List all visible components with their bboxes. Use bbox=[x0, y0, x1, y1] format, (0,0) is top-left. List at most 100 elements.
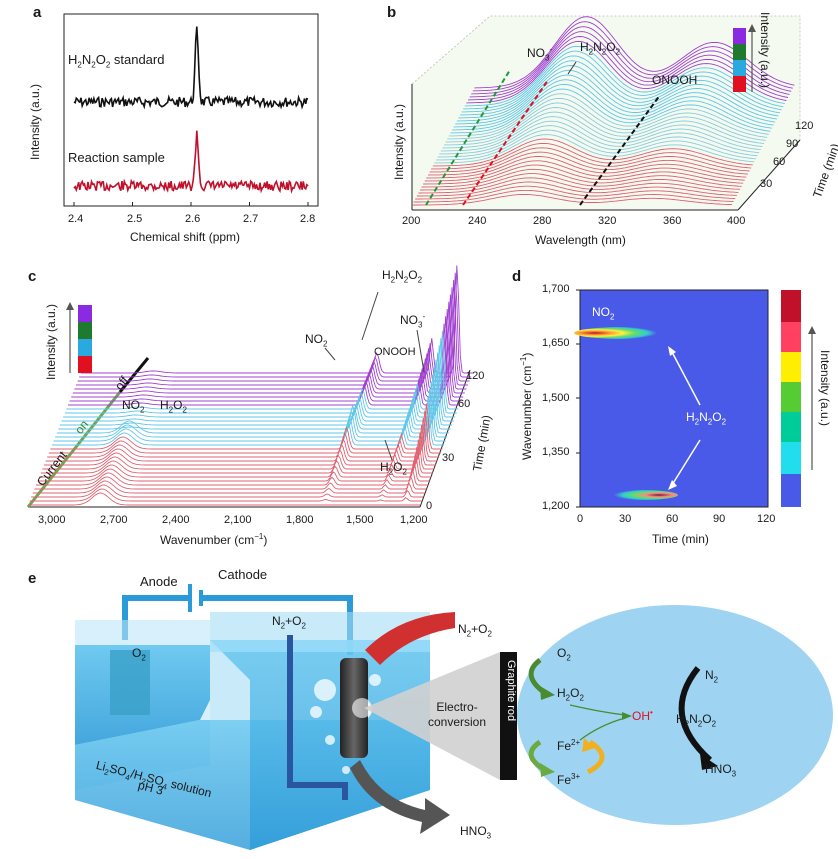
chart-b-trace bbox=[450, 88, 771, 134]
chart-c-trace bbox=[58, 367, 451, 430]
chart-d-spot-h2n2o2 bbox=[602, 490, 678, 500]
n2o2-inflow-arrow bbox=[365, 612, 455, 665]
chart-c-trace bbox=[71, 308, 464, 398]
graphite-rod-label: Graphite rod bbox=[505, 660, 517, 722]
chart-c-xtick: 3,000 bbox=[38, 514, 66, 526]
chart-c-ztick: 120 bbox=[466, 370, 485, 382]
chart-d-ytick: 1,200 bbox=[542, 500, 570, 512]
chart-b-trace bbox=[439, 120, 760, 155]
chart-b-arrow bbox=[567, 61, 577, 75]
chart-b-trace bbox=[456, 69, 777, 122]
panel-label-d: d bbox=[512, 268, 522, 285]
chart-c-label-onooh: ONOOH bbox=[374, 346, 416, 358]
chart-c-trace bbox=[63, 345, 456, 418]
chart-c-ztick: 0 bbox=[426, 500, 433, 512]
chart-b-xtick: 240 bbox=[468, 215, 487, 227]
chart-d-label-no2: NO2 bbox=[592, 305, 615, 322]
chart-c-trace bbox=[32, 480, 425, 494]
cycle-fe2-label: Fe2+ bbox=[557, 738, 581, 753]
oh-radical-label: OH• bbox=[632, 708, 653, 723]
chart-a-xtick: 2.6 bbox=[185, 213, 201, 225]
h2o2-to-oh-arrow bbox=[569, 704, 626, 716]
chart-c-trace bbox=[53, 388, 446, 442]
chart-c-trace bbox=[47, 417, 440, 458]
chart-d-spot-no2 bbox=[574, 327, 678, 339]
chart-b-ztick: 30 bbox=[760, 178, 773, 190]
anode-label: Anode bbox=[140, 574, 178, 589]
chart-c-trace bbox=[45, 425, 438, 462]
chart-b-xtick: 360 bbox=[663, 215, 682, 227]
chart-c-trace bbox=[29, 488, 422, 502]
chart-d-ytick: 1,350 bbox=[542, 446, 570, 458]
chart-b-trace bbox=[434, 134, 755, 164]
chart-b-trace bbox=[452, 83, 773, 131]
chart-b-trace bbox=[463, 50, 784, 110]
chart-b-onooh-dashline bbox=[579, 94, 661, 206]
chart-a-xtick: 2.7 bbox=[243, 213, 259, 225]
chart-c-trace bbox=[66, 330, 459, 410]
chart-b-trace bbox=[460, 60, 781, 116]
chart-d-label-h2n2o2: H2N2O2 bbox=[686, 410, 727, 427]
chart-c-trace bbox=[79, 272, 472, 378]
chart-b-trace bbox=[424, 160, 745, 182]
gas-inlet-tube bbox=[287, 635, 348, 800]
chart-c-trace bbox=[42, 439, 435, 470]
chart-c-current-off bbox=[118, 357, 150, 393]
chart-c-xtick: 1,200 bbox=[400, 514, 428, 526]
chart-d-ytick: 1,500 bbox=[542, 392, 570, 404]
chart-d-xtick: 30 bbox=[619, 513, 632, 525]
chart-a-label-reaction: Reaction sample bbox=[68, 150, 165, 165]
chart-c-label-h2n2o2: H2N2O2 bbox=[382, 268, 423, 285]
chart-c-trace bbox=[76, 287, 468, 386]
chart-b-label-onooh: ONOOH bbox=[652, 73, 698, 87]
chart-d-plot bbox=[579, 289, 769, 508]
chart-b-xtick: 320 bbox=[598, 215, 617, 227]
chart-c-trace bbox=[60, 359, 452, 426]
chart-b-trace bbox=[423, 164, 744, 185]
cycle-o2-label: O2 bbox=[557, 646, 571, 663]
chart-c-trace bbox=[72, 301, 465, 394]
gas-outlet-label: N2+O2 bbox=[458, 622, 492, 639]
chart-b-trace bbox=[416, 181, 737, 197]
chart-c-trace bbox=[80, 265, 473, 374]
chart-c-trace bbox=[68, 323, 460, 406]
chart-d-xtick: 90 bbox=[713, 513, 726, 525]
chart-c-label-h2o2-left: H2O2 bbox=[160, 398, 187, 415]
chart-c-ztick: 60 bbox=[458, 398, 471, 410]
chart-c-xtick: 1,500 bbox=[346, 514, 374, 526]
chart-c-trace bbox=[61, 352, 454, 422]
chart-c-trace bbox=[44, 432, 436, 466]
chart-b-trace bbox=[426, 156, 747, 179]
chart-c-arrow bbox=[361, 291, 379, 341]
panel-label-c: c bbox=[28, 268, 37, 285]
panel-label-b: b bbox=[387, 4, 397, 21]
chart-a-xtick: 2.8 bbox=[300, 213, 316, 225]
fe-to-oh-arrow bbox=[579, 717, 626, 741]
chart-c-label-no2-top: NO2 bbox=[305, 332, 328, 349]
chart-b-label-no3: NO3- bbox=[527, 45, 553, 63]
electroconversion-label: Electro-conversion bbox=[428, 700, 487, 729]
chart-c-trace bbox=[50, 403, 443, 450]
chart-c-trace bbox=[31, 484, 424, 498]
chart-c-label-no3: NO3- bbox=[400, 312, 426, 330]
chart-c-current-on bbox=[26, 391, 122, 508]
chart-b-xtick: 200 bbox=[402, 215, 421, 227]
chart-b-trace bbox=[444, 107, 765, 146]
chart-b-trace bbox=[431, 142, 752, 170]
chart-c-trace bbox=[34, 474, 427, 490]
chart-c-arrow bbox=[416, 329, 425, 373]
chart-d-xtick: 60 bbox=[666, 513, 679, 525]
chart-c-trace bbox=[56, 374, 449, 434]
cathode-label: Cathode bbox=[218, 567, 268, 582]
n2-label: N2 bbox=[705, 668, 719, 685]
chart-c-trace bbox=[40, 446, 433, 474]
chart-c-trace bbox=[77, 279, 470, 382]
chart-a-series-standard bbox=[73, 26, 309, 110]
chart-b-label-h2n2o2: H2N2O2 bbox=[580, 40, 621, 57]
chart-b-h2n2o2-dashline bbox=[462, 79, 549, 206]
chart-d-xtick: 0 bbox=[577, 513, 584, 525]
chart-c-trace bbox=[48, 410, 441, 454]
chart-c-label-no2-left: NO2 bbox=[122, 398, 145, 415]
